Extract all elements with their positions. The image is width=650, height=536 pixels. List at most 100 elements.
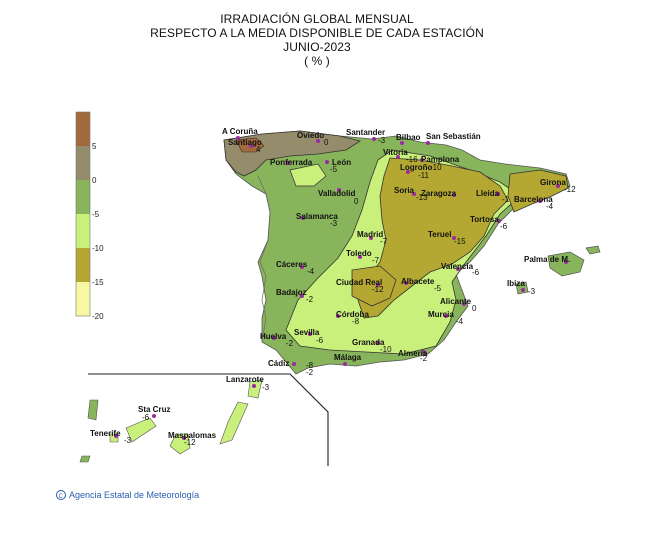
station-name: San Sebastián bbox=[426, 132, 481, 141]
station-name: Murcia bbox=[428, 310, 454, 319]
station-value: -6 bbox=[316, 336, 324, 345]
station-value: -2 bbox=[306, 368, 314, 377]
region-ciudad-real-low bbox=[351, 265, 397, 307]
region-valladolid-pocket bbox=[289, 163, 327, 187]
station-value: -5 bbox=[330, 165, 338, 174]
station-dot bbox=[300, 294, 304, 298]
legend-label: -5 bbox=[92, 210, 100, 219]
station-name: Ciudad Real bbox=[336, 278, 382, 287]
station-dot bbox=[308, 332, 312, 336]
station-name: A Coruña bbox=[222, 127, 258, 136]
station-value: 0 bbox=[324, 138, 329, 147]
station-name: Oviedo bbox=[297, 131, 324, 140]
station-dot bbox=[252, 384, 256, 388]
legend-label: -10 bbox=[92, 244, 104, 253]
station-zaragoza: Zaragoza bbox=[421, 189, 457, 198]
station-name: León bbox=[332, 158, 351, 167]
station-dot bbox=[396, 155, 400, 159]
station-name: Málaga bbox=[334, 353, 362, 362]
station-san-sebastian: San Sebastián bbox=[426, 132, 481, 145]
island-lanzarote bbox=[247, 379, 263, 399]
title-line-3: JUNIO-2023 bbox=[283, 40, 351, 54]
station-dot bbox=[376, 341, 380, 345]
station-dot bbox=[412, 192, 416, 196]
station-logrono: Logroño -10 -11 bbox=[400, 163, 442, 180]
station-dot bbox=[426, 141, 430, 145]
station-name: Barcelona bbox=[514, 195, 553, 204]
station-malaga: Málaga bbox=[334, 353, 362, 366]
station-bilbao: Bilbao bbox=[396, 133, 421, 145]
station-palma: Palma de M. bbox=[524, 255, 570, 264]
station-name: Tenerife bbox=[90, 429, 121, 438]
station-value: -3 bbox=[330, 219, 338, 228]
station-dot bbox=[452, 236, 456, 240]
station-ponferrada: Ponferrada bbox=[270, 158, 313, 167]
station-value: 0 bbox=[354, 197, 359, 206]
station-dot bbox=[556, 184, 560, 188]
station-dot bbox=[444, 314, 448, 318]
station-value: -6 bbox=[142, 413, 150, 422]
station-dot bbox=[420, 158, 424, 162]
island-la-palma bbox=[87, 399, 99, 421]
station-dot bbox=[369, 236, 373, 240]
station-huelva: Huelva -2 bbox=[260, 332, 294, 348]
station-value: -11 bbox=[418, 171, 430, 180]
station-value: -2 bbox=[420, 354, 428, 363]
station-name: Almería bbox=[398, 349, 428, 358]
station-name: Cáceres bbox=[276, 260, 308, 269]
station-value: -8 bbox=[306, 361, 314, 370]
station-cadiz: Cádiz -8 -2 bbox=[268, 359, 314, 377]
station-name: Toledo bbox=[346, 249, 372, 258]
station-dot bbox=[286, 161, 290, 165]
station-name: Lleida bbox=[476, 189, 500, 198]
station-name: Vitoria bbox=[383, 148, 408, 157]
station-murcia: Murcia -4 bbox=[428, 310, 464, 326]
station-girona: Girona -12 bbox=[540, 178, 576, 194]
station-leon: León -5 bbox=[325, 158, 351, 174]
station-name: Córdoba bbox=[336, 310, 369, 319]
station-name: Valladolid bbox=[318, 189, 355, 198]
legend-label: -15 bbox=[92, 278, 104, 287]
station-sta-cruz: Sta Cruz -6 bbox=[138, 405, 170, 422]
station-dot bbox=[300, 265, 304, 269]
station-tortosa: Tortosa -6 bbox=[470, 215, 508, 231]
legend-label: -20 bbox=[92, 312, 104, 321]
station-value: -13 bbox=[416, 193, 428, 202]
station-name: Valencia bbox=[441, 262, 474, 271]
station-name: Zaragoza bbox=[421, 189, 457, 198]
station-dot bbox=[452, 193, 456, 197]
legend-label: 5 bbox=[92, 142, 97, 151]
station-dot bbox=[372, 137, 376, 141]
map-title: IRRADIACIÓN GLOBAL MENSUAL RESPECTO A LA… bbox=[0, 12, 634, 68]
station-markers: A Coruña Santiago 4 Oviedo 0 Santander -… bbox=[90, 127, 576, 447]
station-dot bbox=[400, 141, 404, 145]
station-badajoz: Badajoz -2 bbox=[276, 288, 314, 304]
station-ibiza: Ibiza -3 bbox=[507, 279, 536, 296]
region-catalonia-low bbox=[507, 169, 569, 213]
station-caceres: Cáceres -4 bbox=[276, 260, 315, 276]
station-name: Granada bbox=[352, 338, 385, 347]
station-dot bbox=[114, 434, 118, 438]
station-dot bbox=[301, 216, 305, 220]
station-dot bbox=[496, 192, 500, 196]
station-name: Salamanca bbox=[296, 212, 338, 221]
station-maspalomas: Maspalomas -12 bbox=[168, 431, 217, 447]
station-granada: Granada -10 bbox=[352, 338, 392, 354]
station-value: -3 bbox=[528, 287, 536, 296]
station-value: -4 bbox=[456, 317, 464, 326]
station-dot bbox=[152, 414, 156, 418]
legend-swatch-6 bbox=[76, 282, 90, 316]
station-name: Sta Cruz bbox=[138, 405, 170, 414]
station-dot bbox=[564, 260, 568, 264]
station-value: -12 bbox=[372, 285, 384, 294]
station-name: Pamplona bbox=[421, 155, 460, 164]
station-name: Albacete bbox=[401, 277, 435, 286]
portugal-border bbox=[257, 175, 271, 343]
station-name: Teruel bbox=[428, 230, 451, 239]
station-value: -3 bbox=[124, 436, 132, 445]
title-line-1: IRRADIACIÓN GLOBAL MENSUAL bbox=[220, 12, 414, 26]
legend: 5 0 -5 -10 -15 -20 bbox=[75, 111, 104, 321]
station-name: Logroño bbox=[400, 163, 433, 172]
legend-swatch-3 bbox=[76, 180, 90, 214]
station-barcelona: Barcelona -4 bbox=[514, 195, 554, 211]
